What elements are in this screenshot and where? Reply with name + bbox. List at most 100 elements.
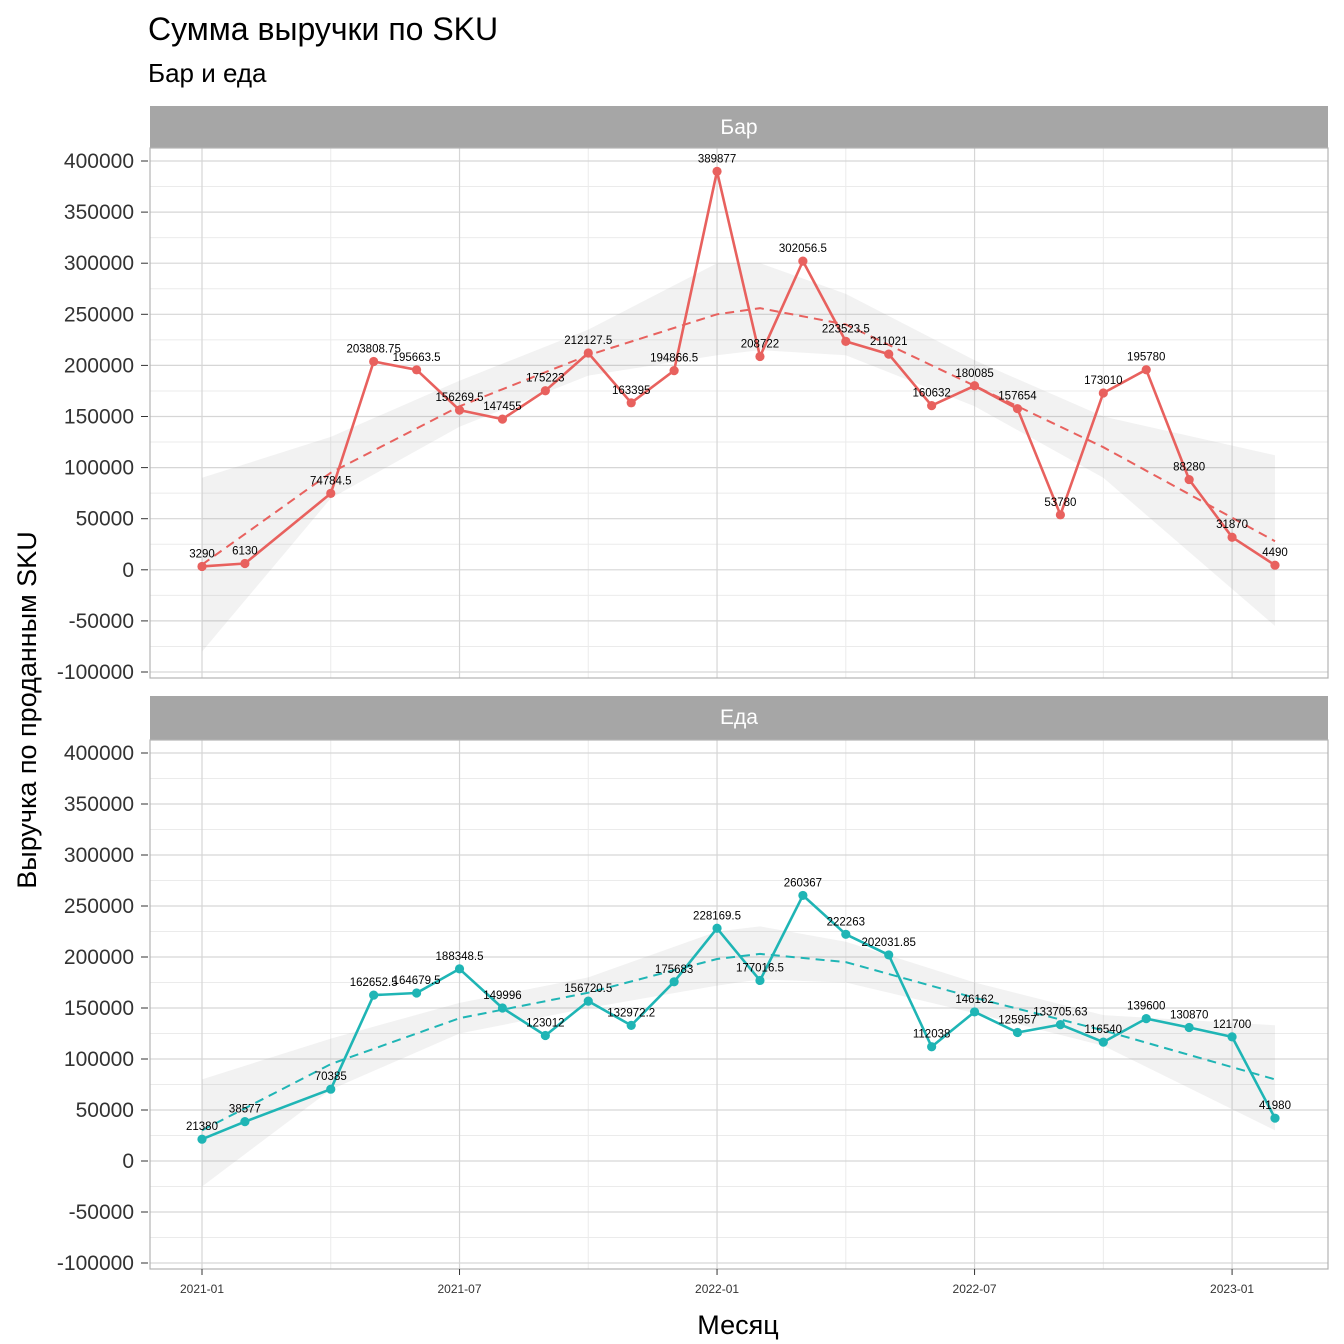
data-point xyxy=(583,348,593,358)
data-point xyxy=(412,988,422,998)
data-point xyxy=(884,950,894,960)
data-point xyxy=(1141,365,1151,375)
data-point xyxy=(669,977,679,987)
data-point xyxy=(1227,532,1237,542)
data-label: 156269.5 xyxy=(436,392,484,404)
trend-line xyxy=(201,307,1276,566)
data-point xyxy=(1270,560,1280,570)
data-point xyxy=(1098,1037,1108,1047)
data-point xyxy=(326,488,336,498)
y-tick-label: 150000 xyxy=(64,997,134,1020)
data-point xyxy=(841,336,851,346)
data-point xyxy=(798,890,808,901)
data-label: 149996 xyxy=(483,990,521,1002)
y-tick-label: 300000 xyxy=(64,252,134,275)
data-label: 208722 xyxy=(741,338,779,350)
data-point xyxy=(626,398,636,408)
data-label: 156720.5 xyxy=(564,983,612,995)
data-point xyxy=(197,561,207,572)
facet-panels: Бар -100000 -50000 0 50000 100000 150000 200000… xyxy=(57,106,1329,1296)
data-point xyxy=(1012,404,1023,414)
data-label: 175223 xyxy=(526,373,564,385)
data-label: 3290 xyxy=(189,548,215,560)
data-label: 125957 xyxy=(998,1015,1036,1027)
facet-strip xyxy=(150,106,1328,148)
y-tick-label: 150000 xyxy=(64,406,134,429)
facet-strip-label: Бар xyxy=(720,116,757,139)
data-label: 260367 xyxy=(784,877,822,889)
facet-panel-1: Бар -100000 -50000 0 50000 100000 150000 200000… xyxy=(57,106,1329,684)
data-point xyxy=(1184,1022,1194,1033)
data-label: 21380 xyxy=(186,1121,218,1133)
data-point xyxy=(540,1030,550,1041)
data-point xyxy=(240,1117,250,1127)
data-point xyxy=(1270,1113,1280,1123)
data-point xyxy=(412,365,422,375)
x-tick-label: 2022-01 xyxy=(695,1282,739,1296)
data-point xyxy=(1055,1020,1065,1030)
y-tick-label: 400000 xyxy=(64,150,134,173)
data-label: 195663.5 xyxy=(393,352,441,364)
data-label: 162652.5 xyxy=(350,977,398,989)
data-point xyxy=(369,356,379,367)
data-label: 70385 xyxy=(315,1071,347,1083)
facet-panel-2: Еда -100000 -50000 0 50000 100000 150000 200000… xyxy=(57,696,1329,1275)
data-label: 203808.75 xyxy=(346,344,400,356)
data-point xyxy=(583,996,593,1006)
y-tick-label: 200000 xyxy=(64,946,134,969)
data-label: 53780 xyxy=(1044,497,1076,509)
y-tick-label: -50000 xyxy=(69,1201,134,1224)
data-label: 116540 xyxy=(1085,1024,1123,1036)
data-label: 389877 xyxy=(698,153,736,165)
y-tick-label: 50000 xyxy=(76,1099,134,1122)
data-label: 195780 xyxy=(1127,352,1165,364)
data-label: 112038 xyxy=(913,1029,951,1041)
data-label: 173010 xyxy=(1084,375,1122,387)
data-point xyxy=(927,401,937,411)
chart-title: Сумма выручки по SKU xyxy=(148,11,498,47)
data-point xyxy=(1184,474,1194,485)
confidence-band xyxy=(202,263,1275,652)
data-point xyxy=(197,1134,207,1144)
x-tick-label: 2021-01 xyxy=(180,1282,224,1296)
data-point xyxy=(1141,1014,1151,1024)
data-point xyxy=(755,351,765,362)
data-point xyxy=(969,381,980,391)
series-line xyxy=(201,170,1276,568)
data-point xyxy=(712,166,722,176)
data-label: 121700 xyxy=(1213,1019,1251,1031)
data-point xyxy=(969,1007,980,1017)
data-label: 38577 xyxy=(229,1104,261,1116)
data-label: 88280 xyxy=(1173,462,1205,474)
y-tick-label: -100000 xyxy=(57,661,134,684)
x-tick-label: 2023-01 xyxy=(1210,1282,1254,1296)
data-label: 202031.85 xyxy=(862,937,916,949)
confidence-band xyxy=(202,926,1275,1187)
y-tick-label: -50000 xyxy=(69,610,134,633)
data-point xyxy=(497,1003,508,1013)
y-tick-label: 400000 xyxy=(64,742,134,765)
data-point xyxy=(1012,1027,1023,1038)
data-label: 163395 xyxy=(612,385,650,397)
data-label: 164679.5 xyxy=(393,975,441,987)
facet-strip-label: Еда xyxy=(720,706,758,729)
data-point xyxy=(798,256,808,266)
y-axis-title: Выручка по проданным SKU xyxy=(12,531,42,888)
y-tick-label: 250000 xyxy=(64,895,134,918)
data-point xyxy=(884,349,894,359)
chart-subtitle: Бар и еда xyxy=(148,58,267,88)
data-label: 133705.63 xyxy=(1033,1007,1087,1019)
data-label: 302056.5 xyxy=(779,243,827,255)
data-label: 147455 xyxy=(483,401,521,413)
data-point xyxy=(454,964,465,974)
data-label: 160632 xyxy=(912,388,950,400)
data-point xyxy=(240,558,250,569)
data-label: 223523.5 xyxy=(822,323,870,335)
data-point xyxy=(540,386,550,396)
data-point xyxy=(755,975,765,986)
y-tick-label: -100000 xyxy=(57,1252,134,1275)
data-label: 212127.5 xyxy=(564,335,612,347)
data-label: 74784.5 xyxy=(310,475,352,487)
data-point xyxy=(626,1020,636,1030)
